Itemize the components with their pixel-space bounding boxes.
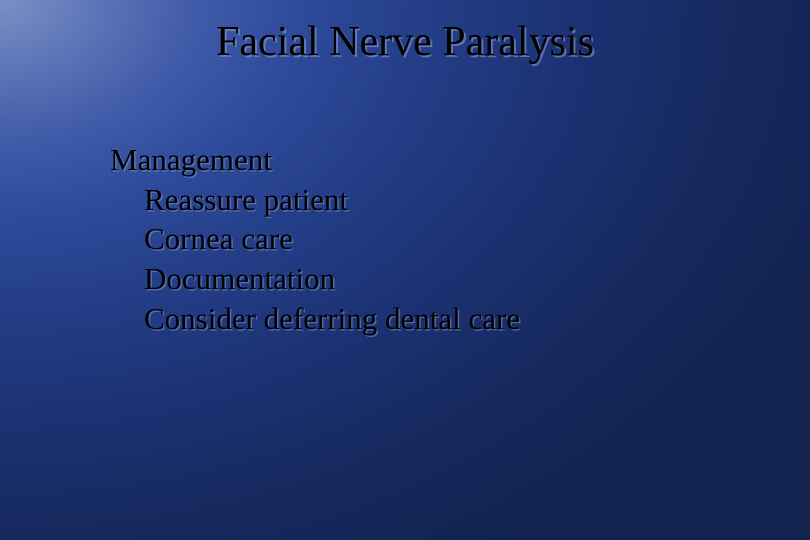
list-item: Reassure patient xyxy=(110,180,520,220)
slide: Facial Nerve Paralysis Management Reassu… xyxy=(0,0,810,540)
list-item: Consider deferring dental care xyxy=(110,299,520,339)
list-item: Documentation xyxy=(110,259,520,299)
slide-content: Management Reassure patient Cornea care … xyxy=(110,140,520,338)
list-item: Cornea care xyxy=(110,219,520,259)
content-heading: Management xyxy=(110,140,520,180)
slide-title: Facial Nerve Paralysis xyxy=(0,18,810,66)
